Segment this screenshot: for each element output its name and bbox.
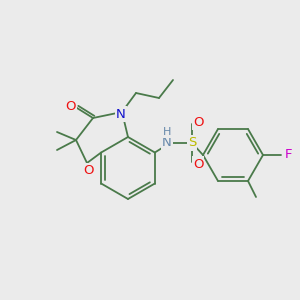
Text: O: O	[193, 158, 203, 170]
Text: O: O	[84, 164, 94, 178]
Text: O: O	[193, 116, 203, 128]
Text: N: N	[162, 136, 172, 148]
Text: S: S	[188, 136, 196, 149]
Text: O: O	[66, 100, 76, 113]
Text: F: F	[284, 148, 292, 161]
Text: N: N	[116, 107, 126, 121]
Text: H: H	[163, 127, 171, 137]
